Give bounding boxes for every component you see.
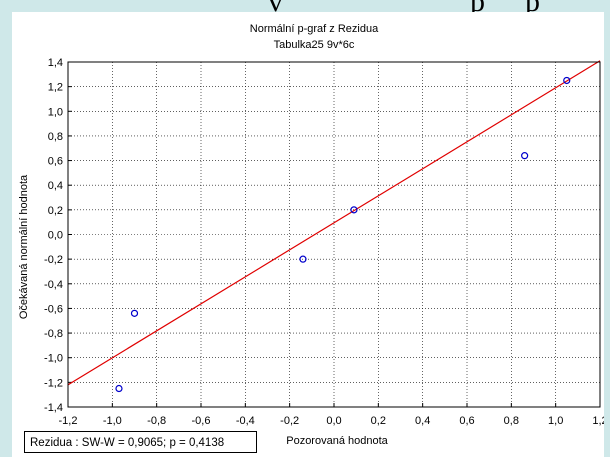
data-point <box>521 152 529 160</box>
x-tick-label: 0,0 <box>326 415 341 427</box>
x-tick-label: 0,4 <box>415 415 430 427</box>
y-tick-label: -1,2 <box>44 377 63 389</box>
y-tick-label: -0,6 <box>44 303 63 315</box>
data-point <box>115 384 123 393</box>
y-tick-label: -1,0 <box>44 353 63 365</box>
grid <box>68 62 600 407</box>
x-tick-label: 1,2 <box>592 415 604 427</box>
x-tick-label: -1,0 <box>103 415 122 427</box>
normal-probability-plot: Normální p-graf z Rezidua Tabulka25 9v*6… <box>18 23 604 447</box>
cropped-glyph: p <box>470 0 485 12</box>
x-axis-label: Pozorovaná hodnota <box>286 435 388 447</box>
x-tick-label: -1,2 <box>59 415 78 427</box>
top-cropped-text: v p p <box>0 0 610 12</box>
y-axis-label: Očekávaná normální hodnota <box>18 174 30 319</box>
y-tick-label: 0,0 <box>48 230 63 242</box>
chart-subtitle: Tabulka25 9v*6c <box>274 39 355 51</box>
y-tick-label: 0,6 <box>48 156 63 168</box>
x-tick-label: 0,8 <box>504 415 519 427</box>
y-tick-label: 1,0 <box>48 106 63 118</box>
plot-border <box>67 61 601 408</box>
statistics-box: Rezidua : SW-W = 0,9065; p = 0,4138 <box>24 431 257 453</box>
y-tick-label: 1,2 <box>48 82 63 94</box>
y-tick-label: 0,2 <box>48 205 63 217</box>
x-tick-label: -0,2 <box>280 415 299 427</box>
chart-title: Normální p-graf z Rezidua <box>250 23 379 35</box>
y-tick-label: 1,4 <box>48 57 63 69</box>
plot-marks <box>67 60 601 393</box>
data-point <box>350 206 358 214</box>
y-tick-label: -0,2 <box>44 254 63 266</box>
fit-line <box>67 60 601 386</box>
x-tick-label: -0,8 <box>147 415 166 427</box>
x-tick-label: -0,6 <box>192 415 211 427</box>
x-tick-label: 0,2 <box>371 415 386 427</box>
axis-ticks: -1,2 -1,0 -0,8 -0,6 -0,4 -0,2 0,0 0,2 0,4 0,6 0,8 1… <box>44 57 604 427</box>
y-tick-label: -1,4 <box>44 402 63 414</box>
y-tick-label: 0,8 <box>48 131 63 143</box>
cropped-glyph: v <box>268 0 283 12</box>
y-tick-label: 0,4 <box>48 180 63 192</box>
data-point <box>130 309 139 317</box>
data-point <box>563 76 571 85</box>
x-tick-label: 1,0 <box>548 415 563 427</box>
x-tick-label: 0,6 <box>459 415 474 427</box>
y-tick-label: -0,8 <box>44 328 63 340</box>
chart-frame: Normální p-graf z Rezidua Tabulka25 9v*6… <box>12 12 604 457</box>
y-tick-label: -0,4 <box>44 279 63 291</box>
data-point <box>299 255 307 263</box>
cropped-glyph: p <box>525 0 540 12</box>
x-tick-label: -0,4 <box>236 415 255 427</box>
